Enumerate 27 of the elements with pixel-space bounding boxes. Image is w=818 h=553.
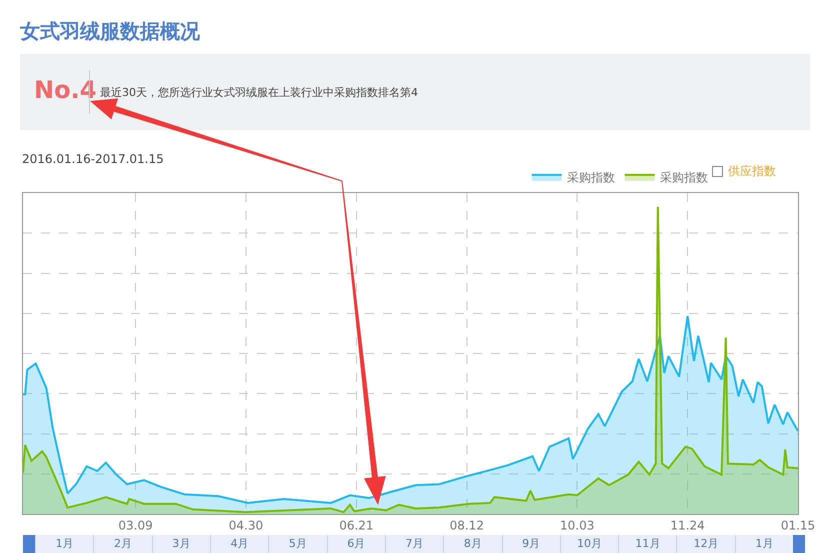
text: 最近30天，您所选行业女式羽绒服在上装行业中采购指数排名第4: [100, 85, 418, 100]
chart-title: 女式羽绒服数据概况: [20, 18, 200, 45]
text: 12月: [676, 535, 735, 553]
text: 2月: [93, 535, 152, 553]
text: 4月: [210, 535, 268, 553]
legend-label: 采购指数: [660, 170, 708, 185]
text: 3月: [152, 535, 210, 553]
x-tick-label: 04.30: [228, 518, 264, 532]
x-tick-label: 11.24: [670, 518, 705, 532]
text: 供应指数: [728, 163, 776, 180]
text: 7月: [384, 535, 444, 553]
x-tick-label: 03.09: [118, 518, 153, 532]
text: 9月: [502, 535, 560, 553]
x-tick-label: 08.12: [450, 518, 484, 532]
x-tick-label: 10.03: [560, 518, 594, 532]
chart-subtitle: 2016.01.16-2017.01.15: [22, 152, 164, 166]
text: 1月: [734, 535, 794, 553]
text: 10月: [560, 535, 618, 553]
text: 5月: [268, 535, 327, 553]
text: 6月: [326, 535, 385, 553]
text: No.4: [34, 76, 96, 104]
text: 11月: [618, 535, 676, 553]
legend-label: 采购指数: [566, 170, 615, 185]
text: 1月: [35, 535, 94, 553]
text: 8月: [443, 535, 502, 553]
x-tick-label: 06.21: [339, 518, 374, 532]
x-tick-label: 01.15: [780, 518, 816, 532]
